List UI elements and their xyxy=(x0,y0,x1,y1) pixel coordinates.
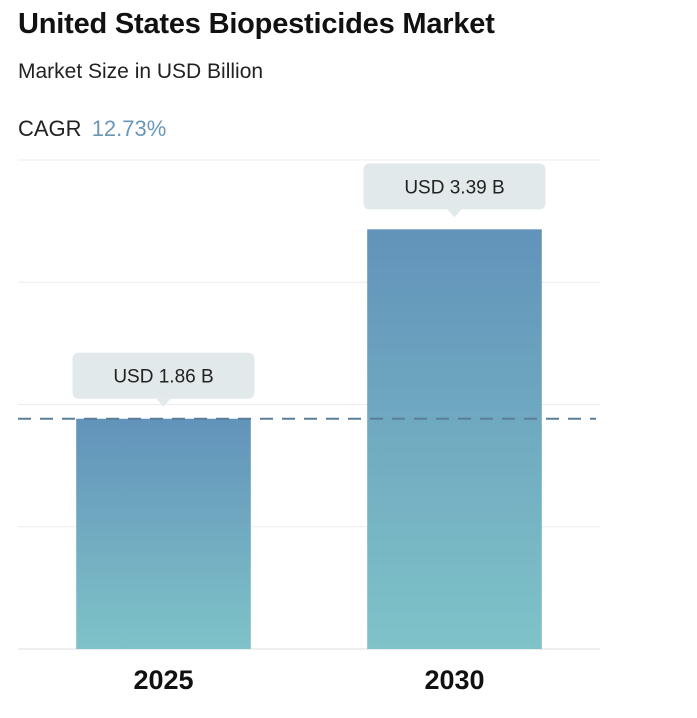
bars xyxy=(76,229,542,649)
data-label-box xyxy=(363,163,546,210)
data-label-pointer xyxy=(447,209,462,218)
cagr-label: CAGR xyxy=(18,116,82,141)
bar-2030 xyxy=(367,229,542,649)
data-labels: USD 1.86 B USD 3.39 B xyxy=(72,163,546,407)
chart-subtitle: Market Size in USD Billion xyxy=(18,60,264,83)
bar-2025 xyxy=(76,418,251,649)
data-label-text: USD 1.86 B xyxy=(113,367,213,388)
cagr-row: CAGR 12.73% xyxy=(18,116,166,142)
data-label-2025: USD 1.86 B xyxy=(72,352,255,407)
data-label-box xyxy=(72,352,255,399)
data-label-2030: USD 3.39 B xyxy=(363,163,546,218)
x-tick-label: 2030 xyxy=(424,665,484,695)
cagr-value: 12.73% xyxy=(91,116,167,141)
chart-title: United States Biopesticides Market xyxy=(18,8,495,40)
data-label-pointer xyxy=(156,398,171,407)
x-axis-ticks: 2025 2030 xyxy=(133,665,484,695)
x-tick-label: 2025 xyxy=(133,665,193,695)
data-label-text: USD 3.39 B xyxy=(404,177,504,198)
